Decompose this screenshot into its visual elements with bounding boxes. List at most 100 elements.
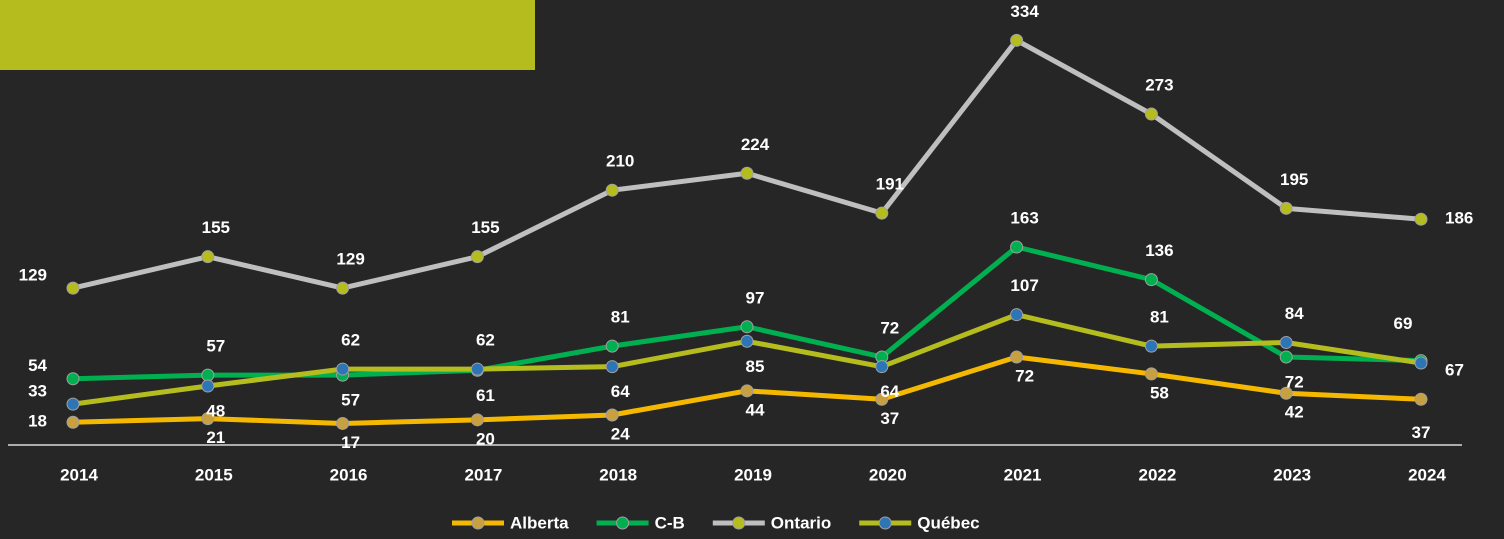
x-tick-label: 2015 xyxy=(195,465,233,484)
data-label: 191 xyxy=(876,175,904,194)
data-label: 195 xyxy=(1280,170,1308,189)
legend-marker xyxy=(471,516,485,530)
data-label: 37 xyxy=(880,409,899,428)
data-label: 24 xyxy=(611,424,630,443)
data-label: 163 xyxy=(1010,208,1038,227)
data-point xyxy=(1144,107,1158,121)
data-point xyxy=(66,397,80,411)
data-point xyxy=(1010,350,1024,364)
data-label: 48 xyxy=(206,401,225,420)
data-label: 58 xyxy=(1150,383,1169,402)
data-point xyxy=(1010,33,1024,47)
data-point xyxy=(201,368,215,382)
data-point xyxy=(605,408,619,422)
data-point xyxy=(740,166,754,180)
data-point xyxy=(201,250,215,264)
legend-marker xyxy=(616,516,630,530)
data-point xyxy=(470,250,484,264)
data-point xyxy=(470,362,484,376)
data-label: 273 xyxy=(1145,76,1173,95)
data-point xyxy=(1279,350,1293,364)
header-banner xyxy=(0,0,535,70)
data-label: 67 xyxy=(1445,361,1464,380)
data-label: 81 xyxy=(611,308,630,327)
data-point xyxy=(1144,367,1158,381)
x-tick-label: 2014 xyxy=(60,465,98,484)
data-label: 72 xyxy=(1015,366,1034,385)
data-label: 72 xyxy=(1285,372,1304,391)
data-label: 57 xyxy=(341,391,360,410)
data-point xyxy=(1414,356,1428,370)
x-tick-label: 2022 xyxy=(1138,465,1176,484)
data-label: 33 xyxy=(28,382,47,401)
data-point xyxy=(605,360,619,374)
series-line xyxy=(72,37,1422,291)
data-point xyxy=(1010,240,1024,254)
data-label: 69 xyxy=(1394,314,1413,333)
data-label: 21 xyxy=(206,428,225,447)
data-point xyxy=(66,372,80,386)
data-point xyxy=(740,384,754,398)
data-point xyxy=(1414,392,1428,406)
x-tick-label: 2017 xyxy=(464,465,502,484)
legend-marker xyxy=(878,516,892,530)
data-label: 64 xyxy=(880,382,899,401)
data-point xyxy=(201,412,215,426)
data-label: 61 xyxy=(476,386,495,405)
data-label: 72 xyxy=(880,318,899,337)
x-tick-label: 2023 xyxy=(1273,465,1311,484)
data-label: 136 xyxy=(1145,241,1173,260)
data-label: 57 xyxy=(206,337,225,356)
data-point xyxy=(1414,212,1428,226)
data-point xyxy=(336,416,350,430)
data-point xyxy=(1279,386,1293,400)
data-point xyxy=(66,415,80,429)
data-label: 54 xyxy=(28,356,47,375)
data-point xyxy=(1279,201,1293,215)
data-label: 334 xyxy=(1010,2,1039,21)
data-label: 129 xyxy=(19,266,47,285)
data-label: 81 xyxy=(1150,308,1169,327)
data-point xyxy=(201,379,215,393)
data-label: 186 xyxy=(1445,209,1473,228)
data-point xyxy=(336,362,350,376)
data-label: 129 xyxy=(336,250,364,269)
data-point xyxy=(875,206,889,220)
data-label: 224 xyxy=(741,135,770,154)
data-label: 107 xyxy=(1010,276,1038,295)
data-point xyxy=(336,281,350,295)
data-point xyxy=(605,339,619,353)
data-label: 17 xyxy=(341,433,360,452)
data-label: 62 xyxy=(341,331,360,350)
x-tick-label: 2020 xyxy=(869,465,907,484)
data-point xyxy=(875,392,889,406)
data-point xyxy=(470,413,484,427)
data-label: 210 xyxy=(606,152,634,171)
data-label: 18 xyxy=(28,412,47,431)
data-point xyxy=(66,281,80,295)
data-point xyxy=(1279,335,1293,349)
data-label: 20 xyxy=(476,429,495,448)
data-point xyxy=(740,334,754,348)
data-label: 64 xyxy=(611,382,630,401)
data-label: 37 xyxy=(1412,423,1431,442)
data-label: 62 xyxy=(476,331,495,350)
data-point xyxy=(1144,339,1158,353)
data-label: 84 xyxy=(1285,304,1304,323)
legend-label: Québec xyxy=(917,513,979,532)
data-label: 155 xyxy=(471,218,499,237)
data-point xyxy=(1010,308,1024,322)
legend-label: Ontario xyxy=(771,513,831,532)
data-label: 155 xyxy=(202,218,230,237)
data-point xyxy=(875,360,889,374)
data-label: 42 xyxy=(1285,403,1304,422)
legend-marker xyxy=(732,516,746,530)
x-tick-label: 2018 xyxy=(599,465,637,484)
x-tick-label: 2019 xyxy=(734,465,772,484)
x-tick-label: 2016 xyxy=(330,465,368,484)
data-label: 85 xyxy=(746,357,765,376)
x-tick-label: 2021 xyxy=(1004,465,1042,484)
legend-label: C-B xyxy=(655,513,685,532)
